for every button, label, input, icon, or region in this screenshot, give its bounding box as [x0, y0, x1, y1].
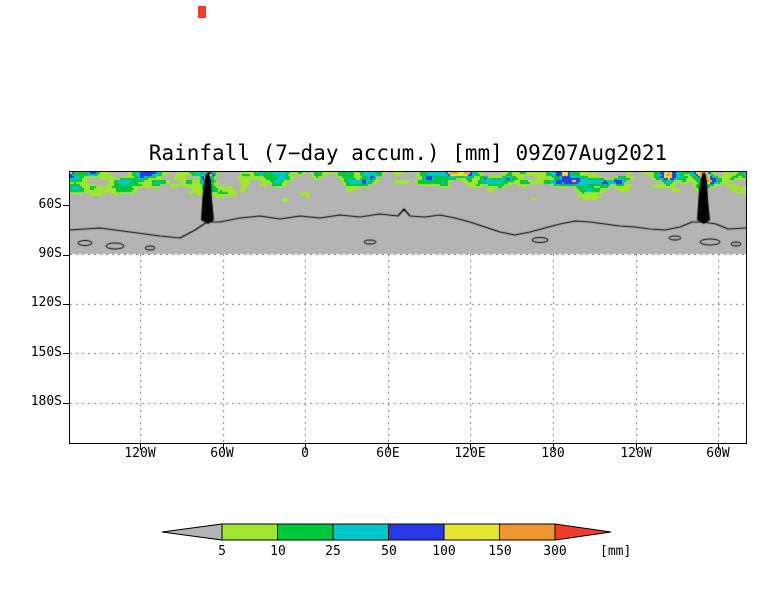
y-axis-tick: [63, 403, 69, 404]
colorbar-segment: [388, 523, 445, 541]
x-axis-tick: [553, 444, 554, 450]
chart-title: Rainfall (7−day accum.) [mm] 09Z07Aug202…: [148, 141, 668, 165]
y-axis-tick-label: 90S: [38, 246, 62, 261]
colorbar-level-label: 50: [381, 544, 397, 559]
map-plot-area: [69, 171, 747, 444]
y-axis-tick-label: 60S: [38, 197, 62, 212]
x-axis-tick: [223, 444, 224, 450]
x-axis-tick-label: 60W: [210, 446, 234, 461]
x-axis-tick-label: 120W: [620, 446, 652, 461]
colorbar-level-label: 150: [488, 544, 512, 559]
colorbar-segment: [332, 523, 389, 541]
colorbar-level-label: 25: [325, 544, 341, 559]
y-axis-tick: [63, 205, 69, 206]
y-axis-tick-label: 150S: [30, 345, 62, 360]
colorbar-segment: [277, 523, 334, 541]
y-axis-tick-label: 180S: [30, 394, 62, 409]
colorbar-level-label: 300: [543, 544, 567, 559]
y-axis-tick: [63, 255, 69, 256]
x-axis-tick: [140, 444, 141, 450]
y-axis-tick: [63, 353, 69, 354]
colorbar-level-label: 5: [218, 544, 226, 559]
colorbar: [161, 523, 612, 541]
colorbar-underflow-arrow: [161, 523, 223, 541]
colorbar-overflow-arrow: [554, 523, 612, 541]
x-axis-tick: [305, 444, 306, 450]
x-axis-tick-label: 0: [301, 446, 309, 461]
rainfall-map-canvas: [70, 172, 746, 443]
x-axis-tick: [718, 444, 719, 450]
colorbar-level-label: 100: [432, 544, 456, 559]
colorbar-segment: [499, 523, 556, 541]
x-axis-tick: [388, 444, 389, 450]
x-axis-tick-label: 120W: [124, 446, 156, 461]
x-axis-tick-label: 180: [541, 446, 565, 461]
x-axis-tick-label: 60W: [706, 446, 730, 461]
top-edge-red-mark: [198, 6, 206, 18]
colorbar-unit-label: [mm]: [600, 544, 632, 559]
colorbar-level-label: 10: [270, 544, 286, 559]
y-axis-tick-label: 120S: [30, 295, 62, 310]
colorbar-segment: [443, 523, 500, 541]
colorbar-segment: [221, 523, 278, 541]
x-axis-tick-label: 120E: [454, 446, 486, 461]
x-axis-tick-label: 60E: [376, 446, 400, 461]
x-axis-tick: [470, 444, 471, 450]
x-axis-tick: [636, 444, 637, 450]
y-axis-tick: [63, 304, 69, 305]
